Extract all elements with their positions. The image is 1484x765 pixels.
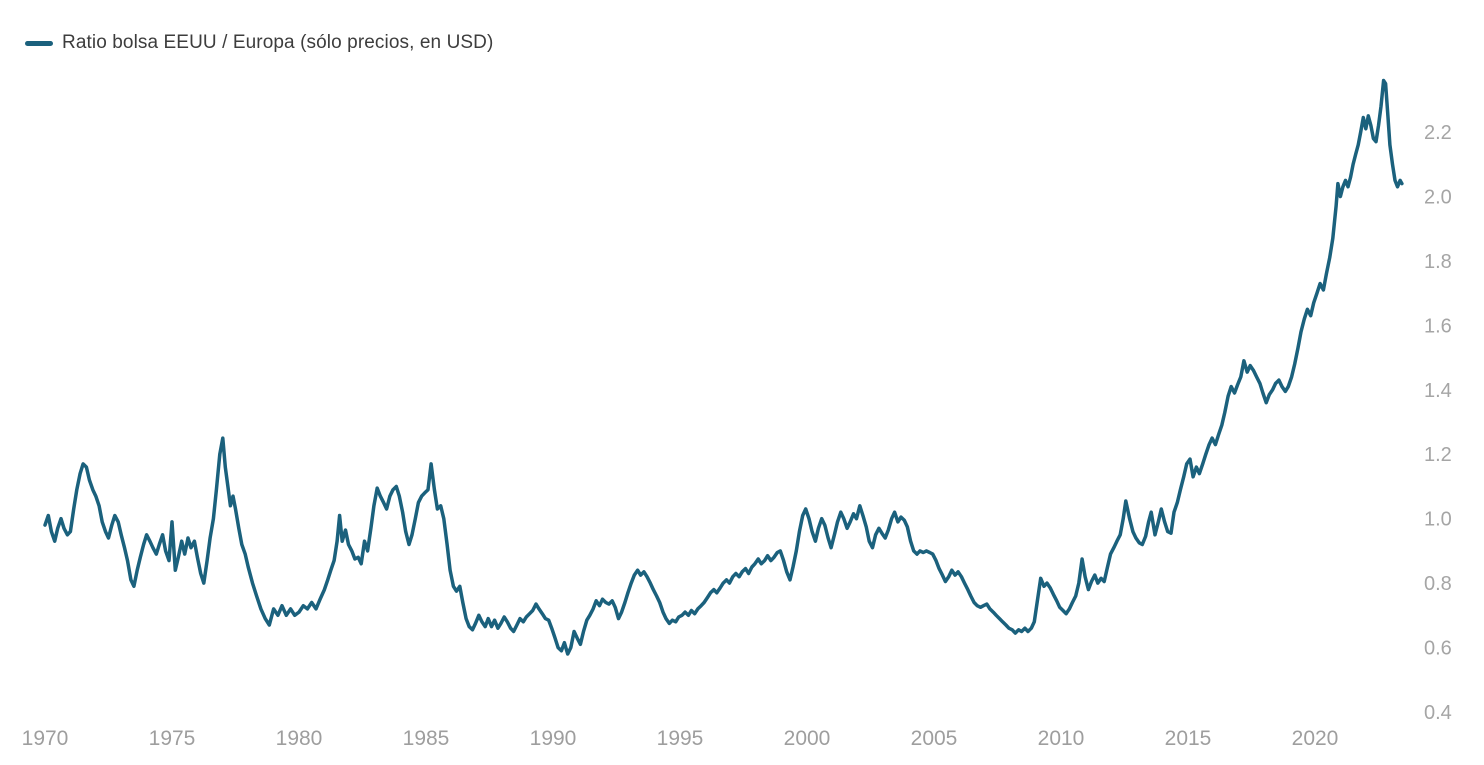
legend-line-swatch — [25, 40, 53, 46]
legend: Ratio bolsa EEUU / Europa (sólo precios,… — [25, 32, 493, 54]
x-tick-label: 1975 — [149, 727, 196, 750]
y-tick-label: 2.0 — [1424, 187, 1452, 209]
x-tick-label: 1985 — [403, 727, 450, 750]
y-tick-label: 0.8 — [1424, 573, 1452, 595]
x-tick-label: 2005 — [911, 727, 958, 750]
y-tick-label: 2.2 — [1424, 122, 1452, 144]
x-tick-label: 2020 — [1292, 727, 1339, 750]
y-tick-label: 1.0 — [1424, 509, 1452, 531]
y-axis-tick-labels: 0.4 0.6 0.8 1.0 1.2 1.4 1.6 1.8 2.0 2.2 — [1424, 122, 1452, 724]
y-tick-label: 1.8 — [1424, 251, 1452, 273]
x-tick-label: 1970 — [22, 727, 69, 750]
x-tick-label: 1990 — [530, 727, 577, 750]
x-tick-label: 1995 — [657, 727, 704, 750]
ratio-series-line — [43, 78, 1404, 656]
y-tick-label: 0.4 — [1424, 702, 1452, 724]
legend-label: Ratio bolsa EEUU / Europa (sólo precios,… — [62, 32, 494, 53]
x-tick-label: 1980 — [276, 727, 323, 750]
y-tick-label: 1.2 — [1424, 444, 1452, 466]
y-tick-label: 1.6 — [1424, 315, 1452, 337]
y-tick-label: 0.6 — [1424, 638, 1452, 660]
y-tick-label: 1.4 — [1424, 380, 1452, 402]
x-tick-label: 2015 — [1165, 727, 1212, 750]
x-axis-tick-labels: 1970 1975 1980 1985 1990 1995 2000 2005 2010 2015… — [22, 727, 1339, 750]
x-tick-label: 2000 — [784, 727, 831, 750]
x-tick-label: 2010 — [1038, 727, 1085, 750]
